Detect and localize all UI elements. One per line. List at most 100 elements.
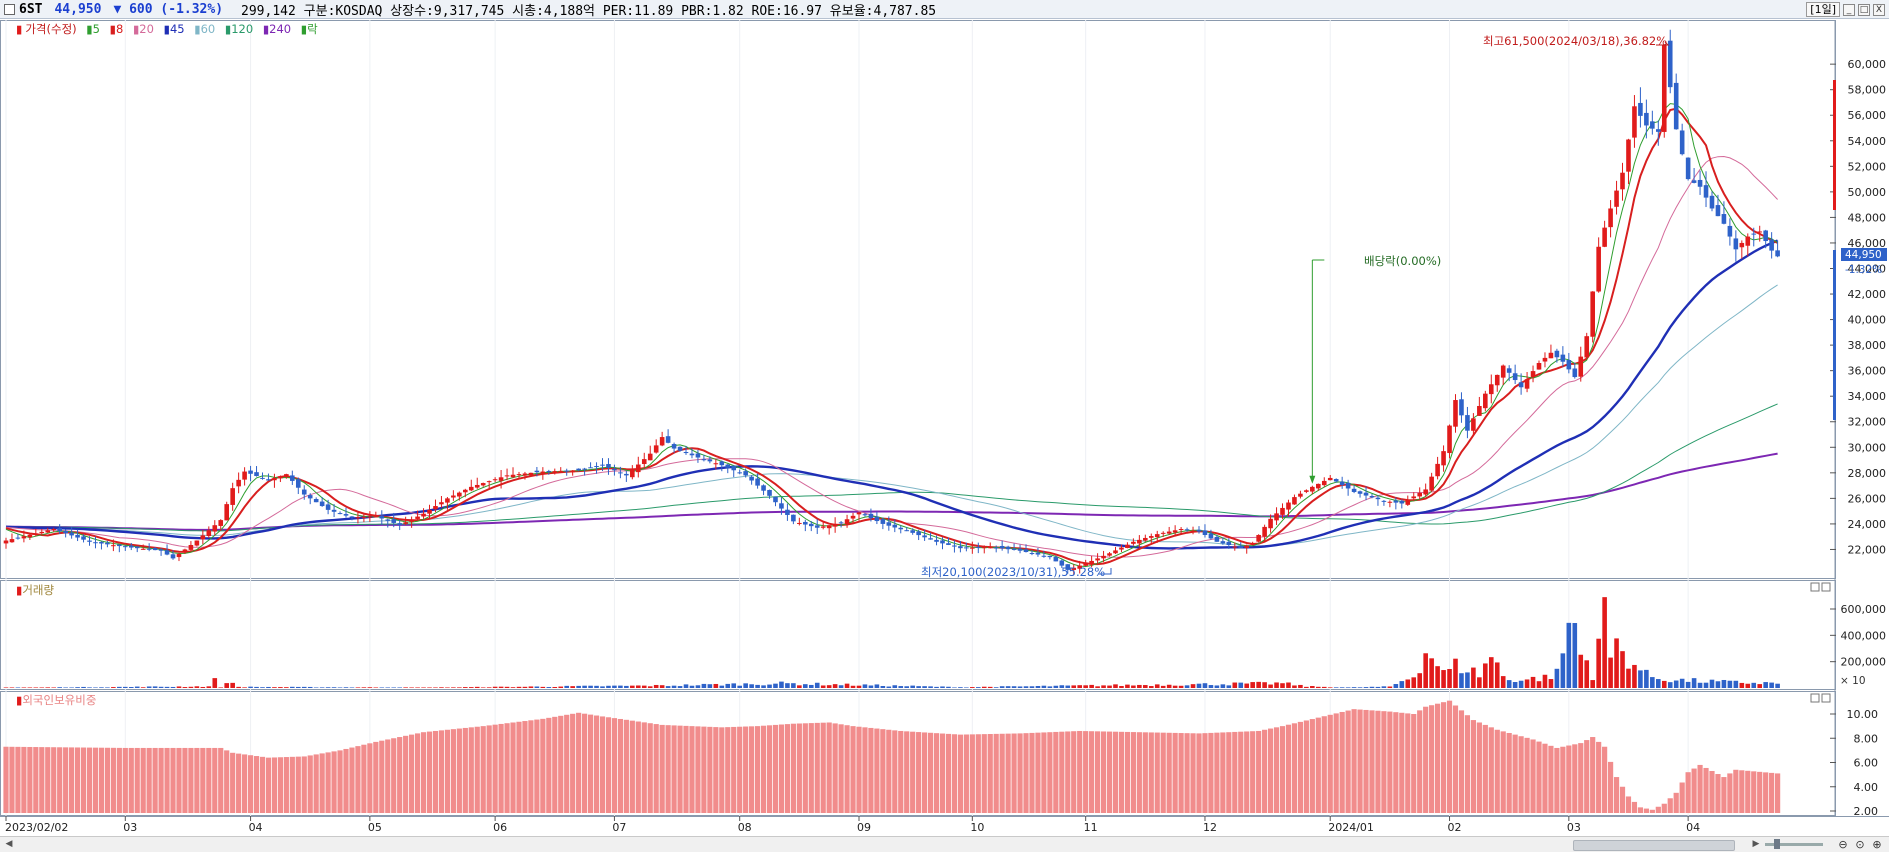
foreign-bar	[1745, 770, 1751, 813]
candle	[1357, 490, 1363, 498]
legend-ma5[interactable]: ▮5	[86, 22, 100, 36]
foreign-bar	[1345, 710, 1351, 813]
minimize-button[interactable]: _	[1843, 3, 1855, 16]
candle	[755, 473, 760, 489]
price-axis-tick: 48,000	[1848, 211, 1887, 224]
candle	[1590, 291, 1595, 343]
legend-ma8[interactable]: ▮8	[109, 22, 124, 36]
foreign-bar	[9, 746, 15, 813]
foreign-bar	[438, 730, 445, 813]
candle	[1632, 95, 1637, 148]
close-button[interactable]: X	[1873, 3, 1885, 16]
candle	[218, 519, 224, 531]
volume-panel-restore-icon[interactable]	[1810, 582, 1820, 592]
candle	[552, 468, 558, 475]
legend-ma45[interactable]: ▮45	[163, 22, 185, 36]
candle	[1691, 167, 1697, 184]
candle	[379, 510, 385, 525]
foreign-bar	[582, 713, 588, 813]
volume-bar	[1125, 684, 1130, 688]
zoom-reset-icon[interactable]: ⊙	[1855, 838, 1865, 851]
foreign-bar	[474, 726, 480, 813]
foreign-bar	[1393, 712, 1399, 813]
foreign-bar	[1333, 713, 1339, 813]
candle	[940, 537, 945, 550]
volume-bar	[886, 686, 892, 688]
candle	[1184, 527, 1190, 532]
volume-bar	[290, 686, 295, 688]
foreign-bar	[1560, 746, 1566, 813]
chart-select-checkbox[interactable]	[4, 3, 15, 15]
stock-symbol[interactable]: 6ST	[19, 1, 43, 17]
candle	[1566, 352, 1572, 374]
volume-bars	[3, 597, 1780, 688]
volume-bar	[200, 686, 206, 688]
foreign-bar	[1482, 724, 1488, 813]
period-selector[interactable]: [1일]	[1806, 2, 1840, 17]
foreign-panel-label[interactable]: ▮외국인보유비중	[16, 693, 97, 707]
foreign-bar	[1435, 703, 1441, 813]
legend-dividend[interactable]: ▮락	[300, 22, 318, 36]
candle	[3, 537, 9, 549]
volume-panel-close-icon[interactable]	[1821, 582, 1831, 592]
foreign-panel-close-icon[interactable]	[1821, 693, 1831, 703]
candle	[850, 512, 856, 523]
volume-bar	[1578, 654, 1584, 688]
horizontal-scrollbar[interactable]: ◀ ▶ ⊖ ⊙ ⊕	[0, 836, 1889, 852]
legend-ma240[interactable]: ▮240	[262, 22, 292, 36]
foreign-bar	[522, 721, 528, 813]
foreign-bar	[331, 751, 337, 813]
legend-ma60[interactable]: ▮60	[194, 22, 216, 36]
restore-button[interactable]: □	[1858, 3, 1870, 16]
foreign-bar	[1256, 730, 1262, 813]
candle	[75, 529, 80, 542]
candle	[904, 527, 910, 532]
foreign-bar	[772, 724, 779, 813]
foreign-bar	[927, 732, 934, 813]
volume-bar	[439, 687, 444, 688]
candle	[445, 496, 450, 510]
volume-bar	[606, 685, 611, 688]
volume-bar	[1656, 679, 1661, 688]
zoom-slider-knob[interactable]	[1774, 839, 1780, 849]
foreign-bar	[194, 747, 200, 813]
legend-price[interactable]: ▮ 가격(수정)	[16, 22, 77, 36]
candle	[1417, 487, 1423, 500]
foreign-bar	[373, 741, 379, 813]
candle	[212, 520, 218, 536]
scroll-left-icon[interactable]: ◀	[5, 839, 13, 849]
candle	[1316, 483, 1321, 491]
foreign-bar	[1071, 731, 1077, 813]
foreign-bar	[158, 747, 164, 813]
volume-bar	[600, 686, 605, 688]
scroll-thumb[interactable]	[1573, 840, 1735, 851]
foreign-bar	[1369, 710, 1375, 813]
volume-bar	[826, 685, 832, 688]
volume-unit-label: × 10	[1840, 675, 1866, 687]
candle	[164, 544, 170, 556]
foreign-bar	[1005, 733, 1011, 813]
foreign-bar	[945, 733, 952, 813]
candle	[1602, 220, 1607, 248]
scroll-right-icon[interactable]: ▶	[1752, 839, 1760, 849]
legend-ma20[interactable]: ▮20	[132, 22, 154, 36]
candle	[1256, 534, 1261, 543]
foreign-bar	[218, 747, 224, 813]
zoom-out-icon[interactable]: ⊖	[1838, 838, 1848, 851]
foreign-bar	[528, 720, 534, 813]
legend-ma120[interactable]: ▮120	[224, 22, 254, 36]
volume-bar	[1697, 682, 1703, 688]
zoom-in-icon[interactable]: ⊕	[1872, 838, 1882, 851]
candle	[1757, 225, 1763, 242]
volume-bar	[1429, 658, 1434, 688]
candle	[1715, 194, 1721, 217]
candle	[1274, 507, 1279, 526]
foreign-bar	[200, 747, 206, 813]
foreign-bar	[862, 727, 868, 813]
candle	[1083, 559, 1088, 567]
zoom-slider[interactable]	[1765, 843, 1823, 846]
volume-panel-label[interactable]: ▮거래량	[16, 583, 55, 597]
foreign-panel-restore-icon[interactable]	[1810, 693, 1820, 703]
volume-bar	[1417, 673, 1423, 688]
